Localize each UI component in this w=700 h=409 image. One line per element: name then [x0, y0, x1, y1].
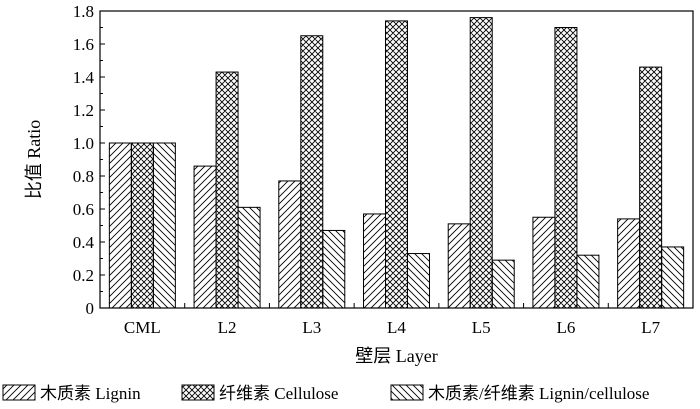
x-axis: CML L2 L3 L4 L5 L6 L7: [99, 303, 694, 337]
bar-l2-series-3: [237, 206, 261, 309]
bar-cml-series-2: [130, 142, 154, 309]
y-tick-label: 0: [86, 299, 95, 318]
y-tick-label: 0.6: [73, 200, 94, 219]
bar-l2-series-1: [193, 165, 217, 309]
bar-cml-series-1: [108, 142, 132, 309]
bar-l5-series-3: [491, 259, 515, 309]
bar-l3-series-2: [300, 35, 324, 309]
x-tick-label: L5: [472, 318, 491, 337]
bar-l4-series-3: [407, 253, 430, 309]
x-tick-label: L4: [387, 318, 406, 337]
y-tick-label: 0.2: [73, 266, 94, 285]
x-tick-label: L7: [641, 318, 660, 337]
bar-l6-series-2: [554, 27, 578, 309]
y-tick-label: 1.8: [73, 2, 94, 21]
y-tick-label: 1.4: [73, 68, 95, 87]
legend-label-series-1: 木质素 Lignin: [40, 384, 141, 403]
x-tick-label: CML: [124, 318, 161, 337]
legend-swatch-series-1: [2, 384, 36, 401]
legend: 木质素 Lignin 纤维素 Cellulose 木质素/纤维素 Lignin/ce…: [2, 384, 649, 403]
bar-l5-series-2: [469, 17, 493, 309]
bar-l3-series-3: [322, 229, 346, 309]
y-tick-label: 0.4: [73, 233, 95, 252]
legend-swatch-series-3: [390, 384, 424, 401]
bar-l7-series-2: [639, 66, 663, 309]
bar-cml-series-3: [152, 142, 176, 309]
bar-l4-series-1: [363, 213, 386, 309]
bar-l6-series-1: [532, 216, 556, 309]
y-tick-label: 0.8: [73, 167, 94, 186]
x-tick-label: L2: [218, 318, 237, 337]
x-tick-label: L6: [556, 318, 575, 337]
y-tick-label: 1.2: [73, 101, 94, 120]
bar-l7-series-1: [617, 218, 641, 309]
bar-l6-series-3: [576, 254, 600, 309]
y-tick-label: 1.6: [73, 35, 94, 54]
bars-layer: [108, 17, 685, 309]
legend-label-series-3: 木质素/纤维素 Lignin/cellulose: [428, 384, 649, 403]
bar-l7-series-3: [661, 246, 685, 309]
bar-l5-series-1: [447, 223, 471, 309]
legend-label-series-2: 纤维素 Cellulose: [219, 384, 338, 403]
x-tick-label: L3: [302, 318, 321, 337]
y-axis-title: 比值 Ratio: [24, 120, 44, 200]
legend-swatch-series-2: [181, 384, 215, 401]
bar-l3-series-1: [278, 180, 302, 309]
bar-l4-series-2: [385, 20, 408, 309]
x-axis-title: 壁层 Layer: [355, 346, 437, 366]
bar-l2-series-2: [215, 71, 239, 309]
y-axis: 0 0.2 0.4 0.6 0.8 1.0 1.2 1.4 1.6 1.8: [73, 2, 105, 318]
y-tick-label: 1.0: [73, 134, 94, 153]
